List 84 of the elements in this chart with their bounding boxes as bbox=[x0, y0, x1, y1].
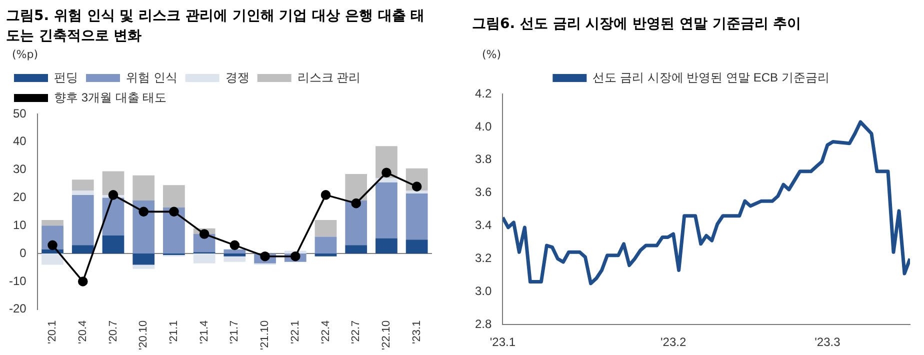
chart-title: 그림6. 선도 금리 시장에 반영된 연말 기준금리 추이 bbox=[471, 15, 802, 34]
point bbox=[108, 190, 118, 200]
legend-label: 선도 금리 시장에 반영된 연말 ECB 기준금리 bbox=[592, 70, 830, 84]
bar bbox=[406, 194, 428, 240]
point bbox=[78, 276, 88, 286]
bar bbox=[345, 245, 368, 254]
x-tick-label: '23.1 bbox=[410, 320, 423, 344]
bar bbox=[376, 182, 398, 238]
point bbox=[351, 198, 362, 208]
x-tick-label: '23.1 bbox=[490, 335, 516, 350]
x-tick-label: '20.7 bbox=[107, 320, 120, 344]
bar bbox=[314, 254, 337, 256]
bar bbox=[376, 238, 398, 254]
x-tick-label: '22.4 bbox=[320, 320, 332, 344]
bar bbox=[42, 254, 64, 265]
bar bbox=[102, 198, 124, 236]
x-tick-label: '20.1 bbox=[46, 320, 59, 344]
x-tick-label: '21.10 bbox=[259, 320, 272, 350]
x-tick-label: '22.10 bbox=[380, 320, 392, 350]
point bbox=[382, 168, 392, 178]
y-tick-label: 2.8 bbox=[474, 316, 492, 331]
bar bbox=[345, 200, 368, 246]
y-tick-label: 50 bbox=[12, 106, 27, 120]
x-tick-label: '21.7 bbox=[228, 320, 241, 344]
bar bbox=[42, 220, 64, 226]
bar bbox=[72, 180, 94, 191]
bar bbox=[163, 208, 185, 254]
point bbox=[412, 182, 422, 192]
bar bbox=[132, 264, 155, 269]
bar bbox=[224, 254, 246, 256]
point bbox=[169, 206, 179, 217]
x-tick-label: '22.7 bbox=[350, 320, 362, 344]
x-tick-label: '23.3 bbox=[814, 335, 841, 350]
x-tick-label: '23.2 bbox=[660, 335, 686, 350]
y-tick-label: 0 bbox=[20, 246, 27, 260]
y-axis-title: (%) bbox=[482, 48, 502, 61]
y-tick-label: 4.0 bbox=[474, 119, 492, 134]
y-tick-label: 30 bbox=[12, 162, 27, 176]
y-tick-label: 3.8 bbox=[474, 152, 492, 166]
bar bbox=[314, 220, 337, 237]
point bbox=[320, 190, 331, 200]
y-tick-label: 40 bbox=[12, 134, 27, 148]
bar bbox=[132, 254, 155, 265]
y-tick-label: 3.4 bbox=[474, 218, 492, 232]
legend-label: 리스크 관리 bbox=[297, 70, 361, 84]
x-tick-label: '21.4 bbox=[198, 320, 210, 344]
legend-label: 향후 3개월 대출 태도 bbox=[54, 90, 167, 104]
point bbox=[260, 251, 270, 262]
point bbox=[48, 240, 58, 250]
point bbox=[138, 206, 148, 217]
y-tick-label: 3.2 bbox=[474, 251, 492, 266]
chart-title: 그림5. 위험 인식 및 리스크 관리에 기인해 기업 대상 은행 대출 태도는 긴축적으로 변화 bbox=[5, 7, 426, 46]
bar bbox=[72, 190, 94, 195]
legend-label: 펀딩 bbox=[54, 70, 78, 84]
point bbox=[230, 240, 240, 250]
bar bbox=[345, 174, 368, 201]
point bbox=[199, 229, 210, 239]
bar bbox=[314, 236, 337, 254]
bar bbox=[406, 240, 428, 254]
y-tick-label: 4.2 bbox=[474, 86, 492, 100]
bar bbox=[193, 254, 216, 264]
y-tick-label: 10 bbox=[12, 218, 27, 232]
bar bbox=[132, 175, 155, 201]
bar bbox=[102, 171, 124, 195]
y-tick-label: -20 bbox=[9, 302, 27, 316]
bar bbox=[102, 235, 124, 254]
y-tick-label: 3.6 bbox=[474, 185, 492, 200]
y-tick-label: -10 bbox=[9, 274, 27, 288]
bar bbox=[163, 185, 185, 208]
bar bbox=[224, 256, 246, 262]
y-tick-label: 20 bbox=[12, 190, 27, 204]
bar bbox=[132, 200, 155, 254]
x-tick-label: '20.4 bbox=[76, 320, 89, 344]
legend-label: 위험 인식 bbox=[126, 70, 178, 84]
x-tick-label: '20.10 bbox=[138, 320, 150, 350]
x-tick-label: '22.1 bbox=[289, 320, 302, 344]
bar bbox=[72, 194, 94, 246]
y-axis-title: (%p) bbox=[12, 48, 38, 61]
point bbox=[290, 251, 300, 262]
legend-label: 경쟁 bbox=[225, 70, 250, 84]
bar bbox=[224, 249, 246, 254]
y-tick-label: 3.0 bbox=[474, 284, 492, 298]
x-tick-label: '21.1 bbox=[168, 320, 180, 344]
bar bbox=[72, 245, 94, 254]
